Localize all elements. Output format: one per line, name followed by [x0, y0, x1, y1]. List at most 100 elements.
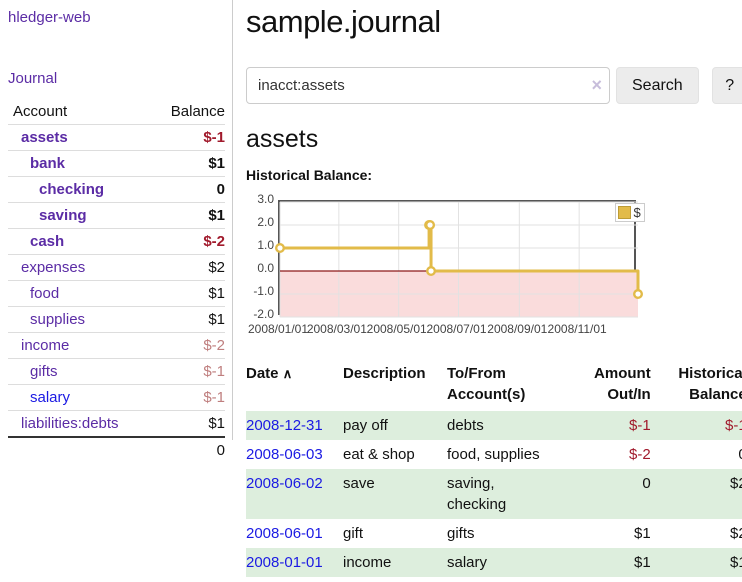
- transaction-date-link[interactable]: 2008-06-01: [246, 525, 323, 542]
- account-column-header: Account: [13, 103, 68, 120]
- transaction-balance: 0: [652, 440, 742, 469]
- clear-search-icon[interactable]: ×: [591, 75, 602, 95]
- sort-ascending-icon: ∧: [282, 366, 293, 381]
- account-row: income $-2: [8, 332, 225, 358]
- y-axis-tick-label: 3.0: [257, 192, 274, 206]
- transaction-date-link[interactable]: 2008-06-03: [246, 446, 323, 463]
- transaction-date-link[interactable]: 2008-12-31: [246, 417, 323, 434]
- search-button[interactable]: Search: [616, 67, 699, 104]
- search-form: × Search ?: [246, 67, 742, 104]
- transaction-amount: 0: [642, 475, 651, 492]
- register-row: 2008-06-01 gift gifts $1 $2: [246, 519, 742, 548]
- chart-legend: $: [615, 203, 645, 222]
- brand-link[interactable]: hledger-web: [8, 9, 91, 26]
- register-row: 2008-01-01 income salary $1 $1: [246, 548, 742, 577]
- transaction-date-link[interactable]: 2008-06-02: [246, 475, 323, 492]
- y-axis-tick-label: -2.0: [253, 307, 274, 321]
- account-table-header: Account Balance: [8, 99, 225, 124]
- account-heading: assets: [246, 125, 319, 153]
- x-axis-tick-label: 2008/05/01: [366, 322, 427, 336]
- column-header-balance: Historical Balance: [678, 365, 742, 403]
- total-balance: 0: [216, 442, 225, 459]
- help-button[interactable]: ?: [711, 67, 742, 104]
- register-table: Date ∧ Description To/From Account(s) Am…: [246, 359, 742, 577]
- column-header-accounts: To/From Account(s): [447, 365, 526, 403]
- transaction-date-link[interactable]: 2008-01-01: [246, 554, 323, 571]
- account-balance: $1: [208, 415, 225, 432]
- account-row: supplies $1: [8, 306, 225, 332]
- transaction-accounts: salary: [447, 554, 488, 571]
- x-axis-tick-label: 2008/11/01: [547, 322, 607, 336]
- account-balance: $-1: [203, 129, 225, 146]
- account-row: liabilities:debts $1: [8, 410, 225, 436]
- account-total-row: 0: [8, 436, 225, 463]
- search-input[interactable]: [246, 67, 610, 104]
- register-row: 2008-06-02 save saving, checking 0 $2: [246, 469, 742, 519]
- legend-label: $: [633, 205, 641, 220]
- page-title: sample.journal: [246, 4, 441, 39]
- account-link[interactable]: income: [21, 337, 70, 354]
- transaction-accounts: debts: [447, 417, 484, 434]
- column-header-amount: Amount Out/In: [594, 365, 651, 403]
- account-row: checking 0: [8, 176, 225, 202]
- transaction-amount: $1: [634, 525, 651, 542]
- account-link[interactable]: salary: [30, 389, 71, 406]
- chart-title: Historical Balance:: [246, 167, 373, 183]
- transaction-balance: $1: [730, 554, 742, 571]
- y-axis-tick-label: 2.0: [257, 215, 274, 229]
- chart-plot: [275, 200, 644, 318]
- account-link[interactable]: supplies: [30, 311, 86, 328]
- account-balance: $2: [208, 259, 225, 276]
- x-axis-tick-label: 2008/09/01: [487, 322, 548, 336]
- transaction-accounts: saving, checking: [447, 475, 507, 513]
- legend-swatch-icon: [618, 206, 632, 219]
- account-row: expenses $2: [8, 254, 225, 280]
- transaction-accounts: gifts: [447, 525, 475, 542]
- account-link[interactable]: expenses: [21, 259, 86, 276]
- transaction-description: pay off: [343, 417, 388, 434]
- x-axis-tick-label: 2008/03/01: [306, 322, 367, 336]
- account-row: food $1: [8, 280, 225, 306]
- account-balance: $1: [208, 285, 225, 302]
- transaction-accounts: food, supplies: [447, 446, 540, 463]
- x-axis-tick-label: 2008/01/01: [247, 322, 309, 336]
- account-row: cash $-2: [8, 228, 225, 254]
- transaction-amount: $-2: [629, 446, 651, 463]
- y-axis-tick-label: 1.0: [257, 238, 274, 252]
- account-row: assets $-1: [8, 124, 225, 150]
- account-link[interactable]: liabilities:debts: [21, 415, 119, 432]
- transaction-description: gift: [343, 525, 364, 542]
- account-link[interactable]: gifts: [30, 363, 58, 380]
- sidebar-item-journal[interactable]: Journal: [8, 70, 58, 87]
- account-link[interactable]: assets: [21, 129, 68, 146]
- transaction-balance: $2: [730, 475, 742, 492]
- y-axis-tick-label: -1.0: [253, 284, 274, 298]
- transaction-description: eat & shop: [343, 446, 415, 463]
- account-balance: 0: [216, 181, 225, 198]
- balance-column-header: Balance: [170, 103, 225, 120]
- y-axis-tick-label: 0.0: [257, 261, 274, 275]
- account-balance: $1: [208, 311, 225, 328]
- transaction-balance: $2: [730, 525, 742, 542]
- register-header-row: Date ∧ Description To/From Account(s) Am…: [246, 359, 742, 411]
- transaction-amount: $1: [634, 554, 651, 571]
- account-row: salary $-1: [8, 384, 225, 410]
- account-link[interactable]: bank: [30, 155, 66, 172]
- sidebar: hledger-web Journal Account Balance asse…: [0, 0, 233, 459]
- account-link[interactable]: cash: [30, 233, 65, 250]
- x-axis-tick-label: 2008/07/01: [426, 322, 487, 336]
- account-balance: $-2: [203, 337, 225, 354]
- account-balance: $1: [208, 155, 225, 172]
- account-balance-table: Account Balance assets $-1 bank $1 checking 0…: [8, 99, 225, 463]
- account-link[interactable]: checking: [39, 181, 105, 198]
- register-row: 2008-12-31 pay off debts $-1 $-1: [246, 411, 742, 440]
- transaction-description: income: [343, 554, 392, 571]
- account-link[interactable]: food: [30, 285, 60, 302]
- register-row: 2008-06-03 eat & shop food, supplies $-20: [246, 440, 742, 469]
- historical-balance-chart: 3.0 2.0 1.0 0.0 -1.0 -2.0 2008/01/01 2008/03/0…: [246, 192, 742, 341]
- account-balance: $-1: [203, 389, 225, 406]
- main-content: sample.journal × Search ? assets Histori…: [233, 0, 742, 582]
- account-balance: $-1: [203, 363, 225, 380]
- column-header-date[interactable]: Date ∧: [246, 365, 293, 382]
- account-link[interactable]: saving: [39, 207, 87, 224]
